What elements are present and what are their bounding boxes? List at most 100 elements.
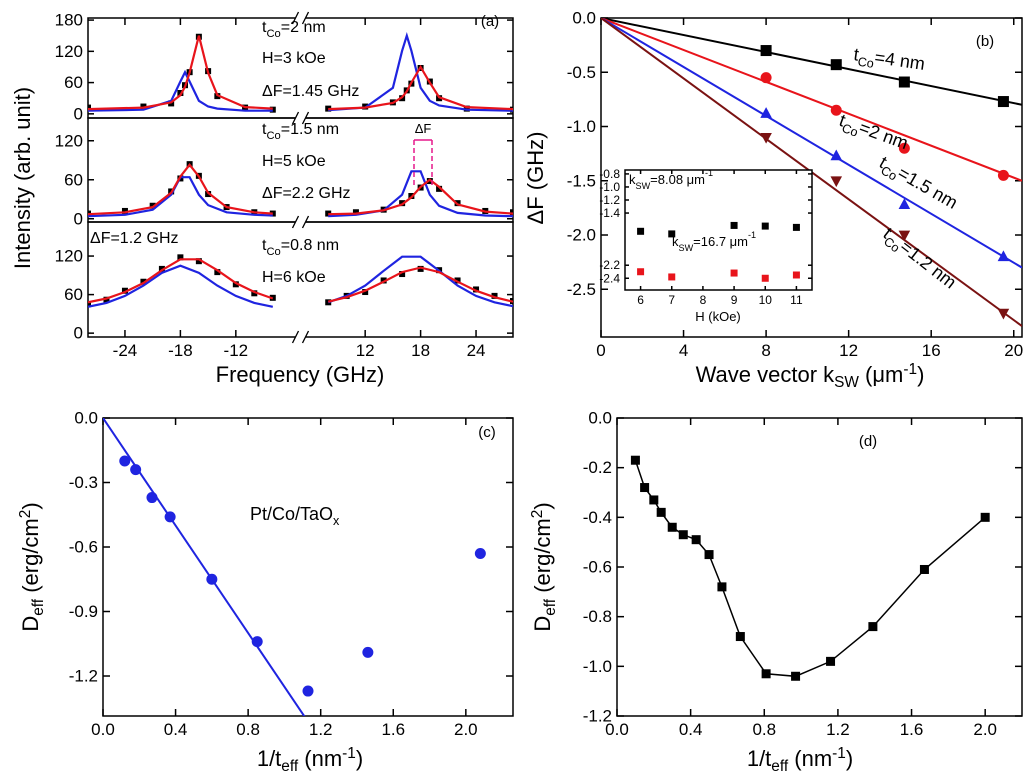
x-tick-label: 20 [1004, 341, 1023, 360]
marker-square [730, 221, 738, 229]
text-part: ) [18, 502, 43, 509]
text-part: Co [878, 163, 899, 183]
marker-triangle [898, 198, 911, 210]
y-axis-label: Deff (erg/cm2) [529, 502, 559, 631]
x-tick-label: 12 [839, 341, 858, 360]
x-tick-label: -12 [224, 341, 249, 360]
marker-square [510, 209, 513, 216]
text-part: eff [30, 598, 47, 616]
text-part: (erg/cm [530, 518, 555, 599]
marker-square [103, 296, 110, 303]
marker-square [792, 223, 800, 231]
text-part: -1 [342, 745, 356, 762]
marker-square [436, 185, 443, 192]
marker-circle [997, 169, 1009, 181]
y-tick-label: -0.6 [583, 558, 612, 577]
marker-square [678, 530, 688, 540]
text-part: eff [281, 758, 299, 775]
y-tick-label: 180 [55, 11, 83, 30]
marker-square [195, 258, 202, 265]
text-part: t [837, 110, 849, 131]
axis-break [291, 330, 300, 344]
x-tick-label: 7 [668, 293, 675, 307]
y-tick-label: -0.5 [567, 63, 596, 82]
x-tick-label: 8 [700, 293, 707, 307]
x-tick-label: 2.0 [454, 720, 478, 739]
panel-label: (b) [976, 33, 994, 50]
y-axis-label: Deff (erg/cm2) [17, 502, 47, 631]
plot-frame [600, 17, 1023, 338]
x-tick-label: 8 [761, 341, 770, 360]
marker-square [791, 671, 801, 681]
marker-square [717, 582, 727, 592]
x-tick-label: 0.4 [164, 720, 188, 739]
x-tick-label: -24 [113, 341, 138, 360]
text-part: t [262, 121, 267, 138]
x-tick-label: 9 [731, 293, 738, 307]
marker-square [473, 286, 480, 293]
text-part: x [333, 514, 340, 528]
text-part: ) [356, 746, 363, 771]
x-tick-label: 11 [790, 293, 803, 307]
text-part: ) [846, 746, 853, 771]
marker-square [88, 301, 91, 308]
y-tick-label: 0 [74, 104, 83, 123]
axis-break [301, 111, 310, 125]
marker-square [362, 289, 369, 296]
text-part: ) [530, 502, 555, 509]
marker-triangle-down [830, 176, 843, 188]
marker-square [352, 209, 359, 216]
y-tick-label: -1.2 [69, 667, 98, 686]
plot-layer [601, 18, 1022, 327]
text-part: =8.08 μm [650, 172, 705, 187]
axis-break-gap [295, 15, 306, 21]
text-part: t [262, 19, 267, 36]
axis-break [301, 11, 310, 25]
marker-square [760, 45, 772, 57]
series-label: kSW=16.7 μm-1 [672, 230, 756, 253]
x-tick-label: 0.4 [679, 720, 703, 739]
marker-square [668, 230, 676, 238]
marker-square [761, 222, 769, 230]
x-tick-label: 6 [637, 293, 644, 307]
marker-circle [760, 72, 772, 84]
marker-triangle-down [760, 132, 772, 144]
marker-square [761, 669, 771, 679]
x-axis-label: Frequency (GHz) [216, 362, 385, 387]
x-tick-label: 0.0 [605, 720, 629, 739]
fit-line [601, 18, 1022, 182]
y-tick-label: -1.0 [599, 180, 620, 194]
axis-break [291, 111, 300, 125]
y-tick-label: -1.5 [567, 171, 596, 190]
marker-square [417, 265, 424, 272]
text-part: =2 nm [856, 117, 910, 153]
text-part: Co [266, 246, 280, 258]
x-tick-label: 0.0 [91, 720, 115, 739]
marker-circle [251, 636, 263, 648]
marker-circle [164, 511, 176, 523]
marker-circle [898, 142, 910, 154]
text-part: (erg/cm [18, 518, 43, 599]
x-tick-label: 0 [596, 341, 605, 360]
text-part: (μm [859, 362, 903, 387]
x-axis-label: Wave vector kSW (μm-1) [696, 361, 925, 391]
plot-layer [637, 221, 800, 282]
text-part: -1 [832, 745, 846, 762]
axis-break-gap [295, 334, 306, 340]
text-part: =4 nm [873, 47, 926, 74]
marker-square [826, 656, 836, 666]
marker-square [637, 268, 645, 276]
text-part: SW [679, 243, 694, 253]
panel-label: (c) [478, 424, 496, 441]
x-tick-label: 1.6 [900, 720, 924, 739]
text-part: Pt/Co/TaO [250, 504, 333, 524]
marker-square [214, 269, 221, 276]
y-tick-label: -2.2 [599, 258, 620, 272]
y-tick-label: 60 [64, 285, 83, 304]
plot-layer [88, 31, 513, 113]
y-tick-label: 120 [55, 247, 83, 266]
axis-break [291, 215, 300, 229]
y-tick-label: 0 [74, 324, 83, 343]
annotation: tCo=0.8 nm [262, 237, 339, 258]
marker-square [232, 281, 239, 288]
